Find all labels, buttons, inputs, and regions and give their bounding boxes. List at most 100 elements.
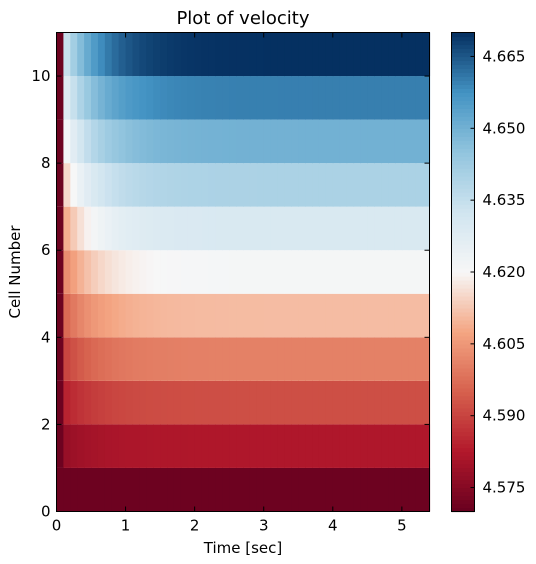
heatmap-cell (173, 337, 182, 381)
heatmap-cell (284, 337, 292, 381)
heatmap-cell (180, 467, 189, 512)
heatmap-cell (84, 76, 92, 120)
heatmap-cell (374, 119, 382, 164)
heatmap-cell (408, 424, 417, 468)
x-tick-label: 1 (121, 517, 131, 535)
heatmap-cell (415, 467, 424, 512)
heatmap-cell (367, 206, 375, 251)
heatmap-cell (125, 163, 134, 207)
heatmap-cell (298, 293, 306, 338)
heatmap-cell (249, 337, 258, 381)
y-tick-label: 8 (41, 154, 51, 172)
heatmap-cell (422, 206, 431, 251)
heatmap-cell (118, 337, 127, 381)
heatmap-cell (339, 380, 348, 425)
colorbar-step (451, 144, 475, 149)
heatmap-cell (401, 467, 410, 512)
y-tick-label: 10 (31, 67, 50, 85)
heatmap-cell (388, 293, 396, 338)
heatmap-cell (229, 163, 237, 207)
heatmap-cell (84, 337, 92, 381)
heatmap-cell (111, 76, 120, 120)
colorbar-step (451, 184, 475, 189)
heatmap-cell (118, 76, 127, 120)
heatmap-cell (146, 293, 154, 338)
heatmap-cell (353, 467, 362, 512)
heatmap-cell (153, 76, 161, 120)
heatmap-cell (173, 206, 182, 251)
heatmap-cell (312, 163, 320, 207)
colorbar-step (451, 52, 475, 58)
heatmap-cell (332, 380, 341, 425)
colorbar-ticks: 4.575 4.590 4.605 4.620 4.635 4.650 4.665 (470, 47, 525, 497)
heatmap-cell (374, 424, 382, 468)
heatmap-cell (394, 293, 403, 338)
heatmap-cell (180, 424, 189, 468)
heatmap-cell (104, 163, 113, 207)
heatmap-cell (374, 206, 382, 251)
heatmap-cell (422, 163, 431, 207)
heatmap-cell (325, 467, 334, 512)
heatmap-cell (194, 250, 203, 294)
heatmap-cell (243, 32, 251, 77)
heatmap-cell (201, 467, 210, 512)
heatmap-cell (84, 250, 92, 294)
colorbar-step (451, 491, 475, 497)
heatmap-cell (360, 119, 368, 164)
heatmap-cell (222, 76, 230, 120)
heatmap-cell (77, 250, 85, 294)
heatmap-cell (91, 424, 99, 468)
x-tick-label: 0 (52, 517, 62, 535)
heatmap-cell (77, 119, 85, 164)
heatmap-cell (401, 32, 410, 77)
x-axis-label: Time [sec] (203, 539, 282, 557)
heatmap-cell (263, 424, 272, 468)
heatmap-cell (360, 293, 368, 338)
heatmap-cell (394, 32, 403, 77)
heatmap-cell (339, 424, 348, 468)
heatmap-cell (97, 467, 106, 512)
heatmap-cell (111, 380, 120, 425)
heatmap-cell (77, 32, 85, 77)
x-tick-label: 5 (397, 517, 407, 535)
heatmap-cell (222, 32, 230, 77)
heatmap-cell (97, 32, 106, 77)
heatmap-cell (339, 163, 348, 207)
colorbar-step (451, 359, 475, 365)
heatmap-cell (146, 380, 154, 425)
heatmap-cell (194, 163, 203, 207)
colorbar-step (451, 240, 475, 245)
heatmap-cell (70, 76, 78, 120)
colorbar-step (451, 36, 475, 42)
heatmap-cell (318, 206, 327, 251)
heatmap-cell (298, 119, 306, 164)
heatmap-cell (422, 293, 431, 338)
heatmap-cell (360, 206, 368, 251)
heatmap-cell (256, 467, 265, 512)
colorbar-step (451, 256, 475, 261)
heatmap-cell (160, 163, 168, 207)
heatmap-cell (318, 163, 327, 207)
heatmap-cell (208, 119, 216, 164)
heatmap-cell (353, 293, 362, 338)
heatmap-cell (243, 380, 251, 425)
heatmap-cell (160, 76, 168, 120)
heatmap-cell (222, 467, 230, 512)
heatmap-cell (63, 32, 71, 77)
heatmap-cell (208, 76, 216, 120)
heatmap-cell (305, 467, 313, 512)
heatmap-cell (243, 163, 251, 207)
colorbar-step (451, 228, 475, 233)
heatmap-cell (153, 467, 161, 512)
colorbar-step (451, 220, 475, 225)
heatmap-cell (339, 206, 348, 251)
heatmap-cell (401, 293, 410, 338)
x-axis-ticks: 0 1 2 3 4 5 (52, 32, 407, 535)
heatmap-cell (229, 250, 237, 294)
heatmap-cell (263, 32, 272, 77)
heatmap-cell (332, 293, 341, 338)
heatmap-cell (243, 424, 251, 468)
heatmap-cell (84, 467, 92, 512)
heatmap-cell (401, 424, 410, 468)
colorbar-step (451, 128, 475, 133)
